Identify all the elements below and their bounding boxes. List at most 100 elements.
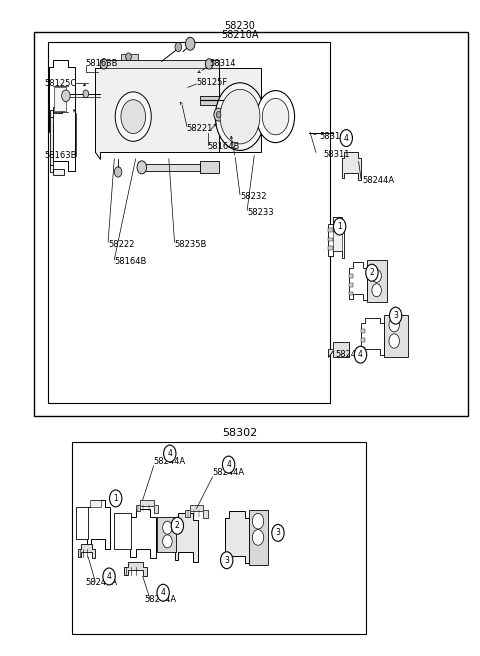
Circle shape [220,552,233,569]
Polygon shape [361,347,365,351]
Circle shape [164,445,176,462]
Circle shape [252,514,264,529]
Polygon shape [87,501,109,549]
Polygon shape [200,161,219,173]
Circle shape [61,90,70,102]
Circle shape [220,89,260,144]
Polygon shape [328,237,333,241]
Polygon shape [54,87,66,111]
Polygon shape [349,262,367,300]
Text: 4: 4 [168,449,172,458]
Text: 1: 1 [113,494,118,503]
Text: 4: 4 [358,350,363,359]
Polygon shape [349,283,353,287]
Text: 58244A: 58244A [86,579,118,588]
Circle shape [252,529,264,545]
Circle shape [171,518,183,534]
Text: 58314: 58314 [209,60,236,68]
Text: 2: 2 [370,268,374,277]
Polygon shape [200,96,221,105]
Polygon shape [136,500,158,513]
Circle shape [340,130,352,146]
Polygon shape [49,60,75,171]
Text: 58244A: 58244A [144,596,176,604]
Circle shape [216,112,221,118]
Polygon shape [328,246,333,250]
Text: 58163B: 58163B [86,60,118,68]
Text: 58311: 58311 [324,150,350,159]
Circle shape [163,521,172,534]
Polygon shape [90,501,101,507]
Polygon shape [349,274,353,278]
Polygon shape [50,165,64,175]
Polygon shape [219,68,261,152]
Text: 58164B: 58164B [208,142,240,151]
Text: 58244A: 58244A [335,350,367,359]
Text: 58310A: 58310A [320,133,352,141]
Polygon shape [100,60,219,68]
Text: 58233: 58233 [247,208,274,216]
Circle shape [121,100,145,134]
Polygon shape [328,228,333,232]
Circle shape [216,83,264,150]
Circle shape [372,284,382,297]
Polygon shape [124,562,146,577]
Circle shape [83,90,89,98]
Polygon shape [76,507,88,539]
Polygon shape [342,152,361,180]
Circle shape [389,307,402,324]
Text: 58163B: 58163B [45,151,77,160]
Polygon shape [96,60,219,159]
Bar [34,32,468,416]
Bar [48,42,330,403]
Text: 58244A: 58244A [362,176,395,185]
Polygon shape [328,217,344,258]
Circle shape [354,346,367,363]
Circle shape [185,37,195,51]
Text: 58222: 58222 [108,239,134,249]
Text: 58230: 58230 [225,21,255,31]
Bar [72,442,366,634]
Circle shape [262,98,289,135]
Polygon shape [50,117,53,165]
Text: 2: 2 [175,522,180,530]
Polygon shape [175,514,198,562]
Polygon shape [157,517,176,552]
Text: 4: 4 [226,460,231,469]
Polygon shape [328,342,349,357]
Polygon shape [114,514,131,549]
Polygon shape [225,512,249,564]
Text: 3: 3 [224,556,229,565]
Polygon shape [367,260,387,302]
Text: 1: 1 [337,222,342,231]
Text: 58244A: 58244A [154,457,186,466]
Text: 4: 4 [161,588,166,597]
Text: 58232: 58232 [240,192,266,201]
Circle shape [103,568,115,585]
Text: 58302: 58302 [222,428,258,438]
Circle shape [389,318,399,332]
Circle shape [100,59,108,69]
Circle shape [257,91,295,142]
Circle shape [214,108,223,121]
Text: 58210A: 58210A [221,30,259,40]
Text: 58125C: 58125C [45,79,77,88]
Polygon shape [333,224,342,251]
Polygon shape [249,510,268,565]
Circle shape [175,43,181,52]
Polygon shape [143,164,200,171]
Text: 58235B: 58235B [175,239,207,249]
Text: 4: 4 [344,134,348,142]
Circle shape [157,584,169,601]
Circle shape [372,270,382,283]
Circle shape [389,334,399,348]
Text: 58125F: 58125F [196,77,228,87]
Polygon shape [361,329,365,333]
Circle shape [115,92,151,141]
Circle shape [126,53,132,60]
Polygon shape [130,509,156,558]
Polygon shape [78,544,96,558]
Circle shape [163,535,172,548]
Text: 3: 3 [276,528,280,537]
Text: 3: 3 [393,311,398,320]
